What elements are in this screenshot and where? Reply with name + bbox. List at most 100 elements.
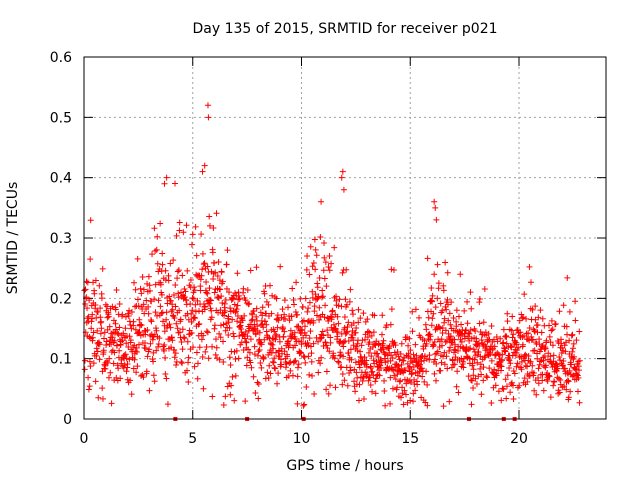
data-point <box>418 365 425 372</box>
data-point <box>375 354 382 361</box>
data-point <box>464 298 471 305</box>
data-point <box>113 286 120 293</box>
data-point <box>313 312 320 319</box>
data-point <box>453 383 460 390</box>
data-point <box>169 312 176 319</box>
data-point <box>513 341 520 348</box>
data-point <box>254 323 261 330</box>
data-point <box>569 373 576 380</box>
data-point <box>174 275 181 282</box>
data-point <box>197 276 204 283</box>
data-point <box>478 391 485 398</box>
data-point <box>307 328 314 335</box>
data-point <box>364 316 371 323</box>
data-point <box>231 301 238 308</box>
data-point <box>227 361 234 368</box>
data-point <box>84 279 91 286</box>
data-point <box>323 342 330 349</box>
data-point <box>192 223 199 230</box>
data-point <box>159 318 166 325</box>
data-point <box>564 377 571 384</box>
data-point <box>173 232 180 239</box>
data-point <box>301 323 308 330</box>
data-point <box>269 335 276 342</box>
data-point <box>390 367 397 374</box>
data-point <box>126 333 133 340</box>
data-point <box>128 391 135 398</box>
data-point <box>498 397 505 404</box>
data-point <box>126 356 133 363</box>
data-point <box>232 309 239 316</box>
data-point <box>371 312 378 319</box>
data-point <box>345 349 352 356</box>
data-point <box>109 303 116 310</box>
data-point <box>244 287 251 294</box>
data-point <box>299 318 306 325</box>
data-point <box>145 303 152 310</box>
data-point <box>137 285 144 292</box>
data-point <box>264 369 271 376</box>
data-point <box>167 260 174 267</box>
data-point <box>227 305 234 312</box>
data-point <box>170 257 177 264</box>
data-point <box>539 377 546 384</box>
data-point <box>98 295 105 302</box>
data-point <box>102 365 109 372</box>
data-point <box>509 334 516 341</box>
data-point-peak <box>457 271 464 278</box>
data-point <box>510 396 517 403</box>
data-point <box>206 213 213 220</box>
data-point <box>211 289 218 296</box>
data-point <box>540 387 547 394</box>
data-point <box>344 382 351 389</box>
data-point <box>122 313 129 320</box>
data-point <box>188 241 195 248</box>
data-point <box>110 360 117 367</box>
data-point <box>326 252 333 259</box>
data-point <box>380 346 387 353</box>
data-point <box>429 315 436 322</box>
data-point <box>114 362 121 369</box>
data-point <box>198 231 205 238</box>
data-point <box>379 312 386 319</box>
data-point <box>311 390 318 397</box>
data-point <box>222 393 229 400</box>
data-point <box>148 318 155 325</box>
data-point <box>410 398 417 405</box>
data-point <box>322 259 329 266</box>
data-point <box>556 353 563 360</box>
data-point <box>311 236 318 243</box>
data-point <box>470 372 477 379</box>
data-point <box>518 358 525 365</box>
data-point <box>519 315 526 322</box>
data-point <box>554 365 561 372</box>
x-axis-label: GPS time / hours <box>286 458 403 474</box>
data-point <box>330 321 337 328</box>
data-point <box>141 339 148 346</box>
data-point <box>184 367 191 374</box>
data-point <box>233 347 240 354</box>
data-point <box>338 363 345 370</box>
data-point <box>316 304 323 311</box>
data-point <box>335 358 342 365</box>
data-point <box>441 361 448 368</box>
data-point <box>460 358 467 365</box>
data-point <box>283 360 290 367</box>
data-point <box>206 222 213 229</box>
data-point <box>98 318 105 325</box>
data-point <box>550 352 557 359</box>
data-point <box>211 325 218 332</box>
data-point <box>106 323 113 330</box>
data-point <box>157 303 164 310</box>
data-point <box>145 310 152 317</box>
data-point <box>468 305 475 312</box>
data-point <box>193 349 200 356</box>
data-point <box>104 303 111 310</box>
data-point <box>149 251 156 258</box>
data-point <box>512 338 519 345</box>
data-point <box>161 341 168 348</box>
data-point <box>244 333 251 340</box>
data-point-peak <box>338 174 345 181</box>
data-point-peak <box>199 168 206 175</box>
